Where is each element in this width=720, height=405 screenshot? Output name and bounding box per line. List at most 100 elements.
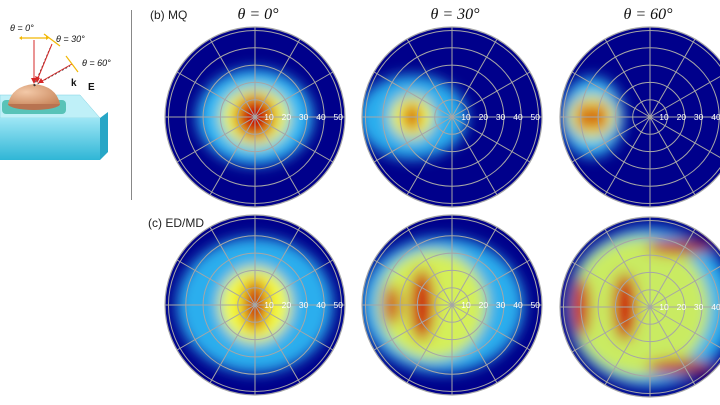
radial-tick-label: 30 bbox=[694, 302, 704, 312]
grid-spoke bbox=[254, 226, 301, 306]
k-label: k bbox=[71, 78, 77, 89]
grid-spoke bbox=[254, 116, 301, 196]
grid-spoke bbox=[176, 304, 256, 351]
radial-tick-label: 40 bbox=[513, 112, 523, 122]
intensity-lobe bbox=[646, 239, 714, 255]
column-title-30: θ = 30° bbox=[430, 6, 480, 23]
radial-tick-label: 10 bbox=[461, 300, 471, 310]
plot-outline bbox=[559, 216, 720, 398]
grid-spoke bbox=[373, 304, 453, 351]
radial-tick-label: 20 bbox=[677, 302, 687, 312]
grid-spoke bbox=[451, 116, 531, 163]
radial-tick-label: 30 bbox=[299, 300, 309, 310]
grid-spoke bbox=[649, 76, 720, 118]
polar-plot-mq-30: 10 20 30 40 50 bbox=[361, 26, 543, 208]
polar-plot-edmd-0: 10 20 30 40 50 bbox=[164, 214, 346, 396]
panel-b-label: (b) MQ bbox=[150, 8, 188, 22]
radial-tick-label: 40 bbox=[513, 300, 523, 310]
radial-tick-label: 40 bbox=[316, 112, 326, 122]
plot-outline bbox=[164, 26, 346, 208]
grid-spoke bbox=[254, 38, 301, 118]
grid-spoke bbox=[254, 259, 334, 306]
grid-spoke bbox=[209, 38, 256, 118]
radial-tick-label: 40 bbox=[316, 300, 326, 310]
column-title-0: θ = 0° bbox=[237, 6, 279, 23]
panel-c-label: (c) ED/MD bbox=[148, 216, 204, 230]
angle-label-30: θ = 30° bbox=[56, 34, 85, 44]
grid-spoke bbox=[649, 228, 696, 308]
radial-tick-label: 10 bbox=[461, 112, 471, 122]
grid-spoke bbox=[254, 304, 301, 384]
grid-spoke bbox=[451, 304, 498, 384]
radial-tick-label: 20 bbox=[479, 300, 489, 310]
grid-spoke bbox=[571, 116, 651, 163]
grid-spoke bbox=[373, 71, 453, 118]
radial-tick-label: 50 bbox=[531, 112, 541, 122]
grid-spoke bbox=[571, 71, 651, 118]
polar-plot-edmd-30: 10 20 30 40 50 bbox=[361, 214, 543, 396]
grid-spoke bbox=[604, 228, 651, 308]
grid-spoke bbox=[649, 266, 720, 308]
grid-spoke bbox=[406, 226, 453, 306]
grid-spoke bbox=[451, 259, 531, 306]
grid-spoke bbox=[451, 71, 531, 118]
grid-spoke bbox=[373, 259, 453, 306]
grid-spoke bbox=[209, 226, 256, 306]
radial-tick-label: 30 bbox=[299, 112, 309, 122]
radial-tick-label: 40 bbox=[711, 302, 720, 312]
grid-spoke bbox=[176, 116, 256, 163]
grid-spoke bbox=[254, 116, 334, 163]
radial-tick-label: 10 bbox=[659, 112, 669, 122]
grid-spoke bbox=[451, 38, 498, 118]
grid-spoke bbox=[254, 304, 334, 351]
grid-spoke bbox=[406, 304, 453, 384]
grid-spoke bbox=[649, 306, 720, 348]
column-title-60: θ = 60° bbox=[623, 6, 673, 23]
grid-spoke bbox=[604, 116, 651, 196]
grid-spoke bbox=[451, 116, 498, 196]
grid-spoke bbox=[406, 38, 453, 118]
grid-spoke bbox=[451, 304, 531, 351]
angle-label-60: θ = 60° bbox=[82, 58, 111, 68]
incidence-arrow-30 bbox=[37, 43, 53, 79]
panel-divider bbox=[131, 10, 132, 200]
grid-spoke bbox=[373, 116, 453, 163]
grid-spoke bbox=[254, 71, 334, 118]
radial-tick-label: 30 bbox=[694, 112, 704, 122]
radial-tick-label: 50 bbox=[531, 300, 541, 310]
radial-tick-label: 30 bbox=[496, 112, 506, 122]
intensity-lobe bbox=[646, 359, 714, 375]
incidence-schematic: θ = 0° θ = 30° θ = 60° k E bbox=[0, 23, 111, 160]
radial-tick-label: 10 bbox=[659, 302, 669, 312]
grid-spoke bbox=[571, 261, 651, 308]
grid-spoke bbox=[649, 38, 696, 118]
grid-spoke bbox=[451, 226, 498, 306]
plot-outline bbox=[164, 214, 346, 396]
grid-spoke bbox=[406, 116, 453, 196]
plot-outline bbox=[361, 26, 543, 208]
grid-spoke bbox=[176, 259, 256, 306]
radial-tick-label: 10 bbox=[264, 112, 274, 122]
grid-spoke bbox=[604, 306, 651, 386]
grid-spoke bbox=[209, 116, 256, 196]
radial-tick-label: 50 bbox=[334, 300, 344, 310]
radial-tick-label: 50 bbox=[334, 112, 344, 122]
grid-spoke bbox=[649, 306, 696, 386]
plot-outline bbox=[361, 214, 543, 396]
radial-tick-label: 40 bbox=[711, 112, 720, 122]
radial-tick-label: 10 bbox=[264, 300, 274, 310]
radial-tick-label: 20 bbox=[282, 300, 292, 310]
radial-tick-label: 30 bbox=[496, 300, 506, 310]
radial-tick-label: 20 bbox=[677, 112, 687, 122]
radial-tick-label: 20 bbox=[282, 112, 292, 122]
radial-tick-label: 20 bbox=[479, 112, 489, 122]
polar-plot-mq-0: 10 20 30 40 50 bbox=[164, 26, 346, 208]
grid-spoke bbox=[209, 304, 256, 384]
e-label: E bbox=[88, 82, 95, 93]
incidence-arrow-60 bbox=[41, 63, 73, 82]
grid-spoke bbox=[571, 306, 651, 353]
grid-spoke bbox=[176, 71, 256, 118]
grid-spoke bbox=[649, 116, 720, 158]
